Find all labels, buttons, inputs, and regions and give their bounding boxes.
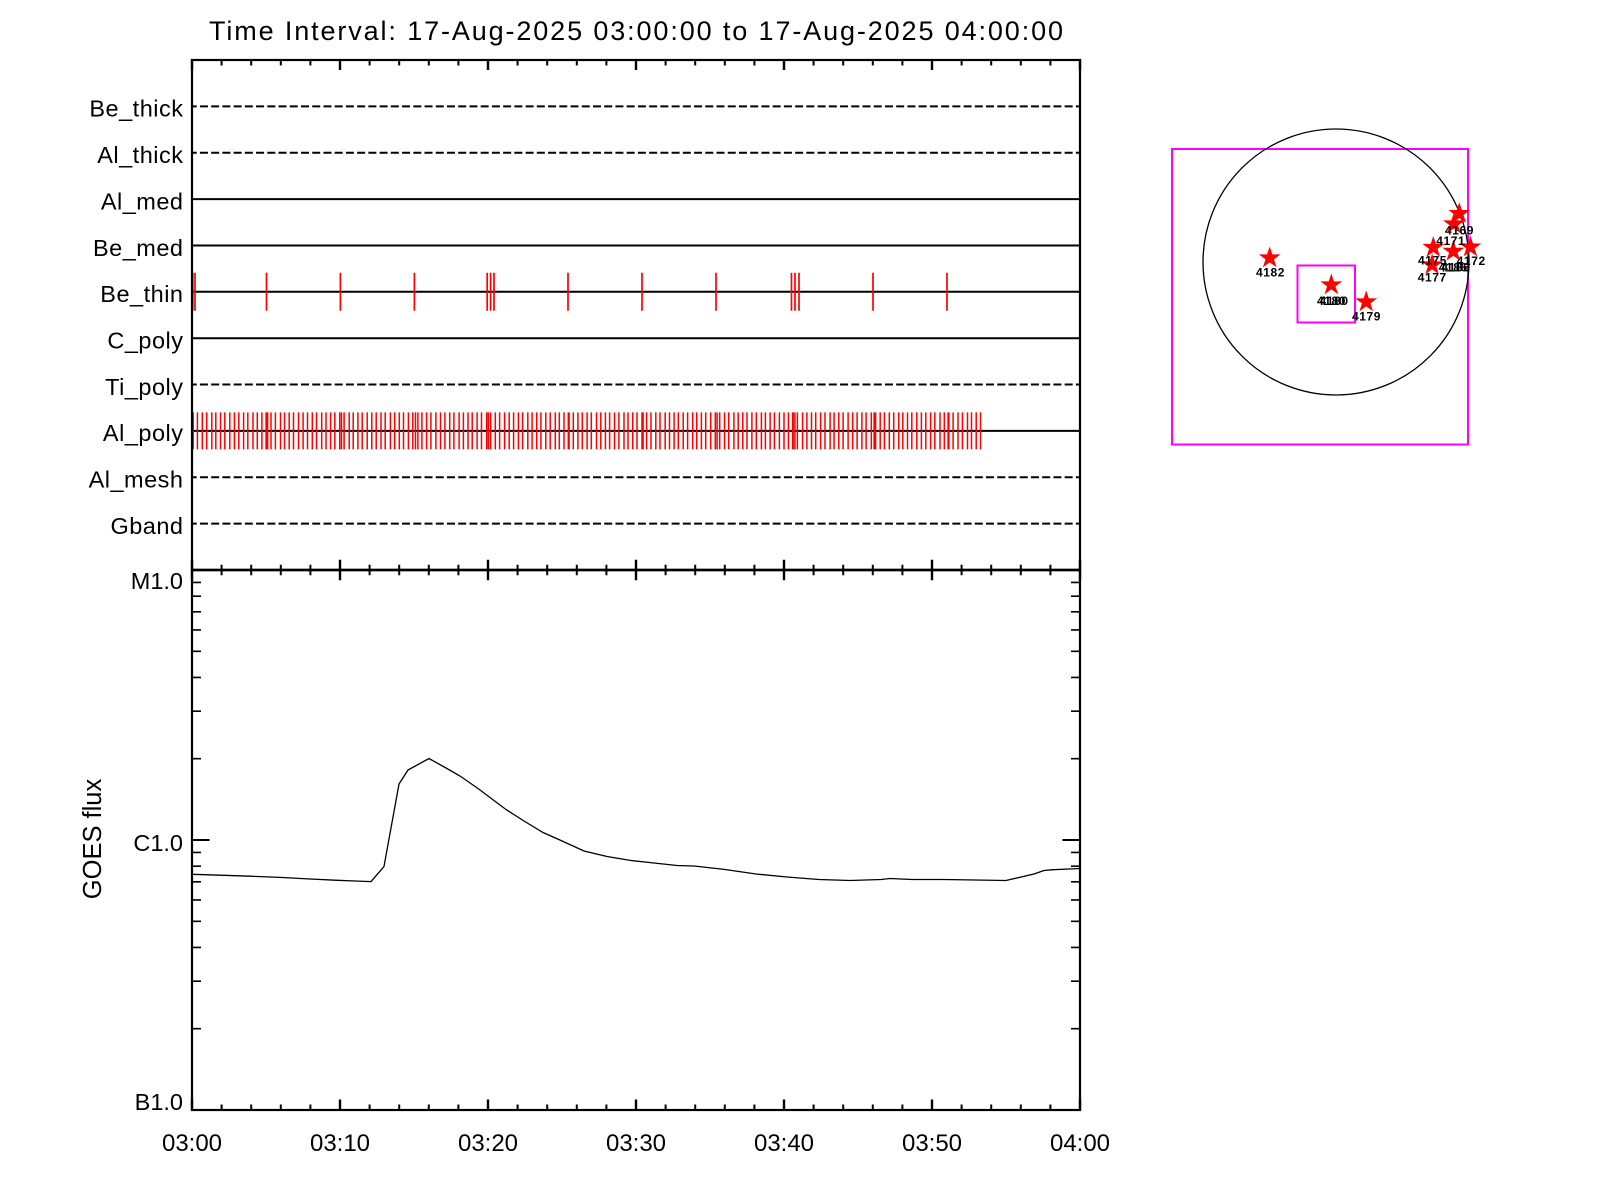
svg-text:Time Interval: 17-Aug-2025 03:: Time Interval: 17-Aug-2025 03:00:00 to 1… xyxy=(209,16,1063,46)
svg-text:4177: 4177 xyxy=(1418,271,1447,285)
svg-text:4171: 4171 xyxy=(1436,234,1465,248)
svg-text:4169: 4169 xyxy=(1445,223,1474,237)
svg-text:03:50: 03:50 xyxy=(902,1130,962,1157)
svg-text:Be_thick: Be_thick xyxy=(89,96,183,122)
svg-text:Al_med: Al_med xyxy=(101,188,184,214)
svg-text:4180: 4180 xyxy=(1317,294,1346,308)
svg-text:04:00: 04:00 xyxy=(1050,1130,1110,1157)
svg-text:Gband: Gband xyxy=(110,513,183,539)
svg-text:4172: 4172 xyxy=(1457,254,1486,268)
svg-text:03:00: 03:00 xyxy=(162,1130,222,1157)
svg-text:4175: 4175 xyxy=(1418,254,1447,268)
svg-text:4180: 4180 xyxy=(1320,294,1349,308)
svg-text:Ti_poly: Ti_poly xyxy=(105,374,183,400)
svg-text:C1.0: C1.0 xyxy=(133,830,183,856)
svg-text:4186: 4186 xyxy=(1441,260,1470,274)
svg-text:03:10: 03:10 xyxy=(310,1130,370,1157)
svg-text:Al_mesh: Al_mesh xyxy=(89,467,184,493)
svg-text:03:20: 03:20 xyxy=(458,1130,518,1157)
svg-text:03:40: 03:40 xyxy=(754,1130,814,1157)
svg-text:4182: 4182 xyxy=(1256,266,1285,280)
svg-text:4186: 4186 xyxy=(1439,260,1468,274)
svg-text:M1.0: M1.0 xyxy=(131,568,183,594)
svg-text:03:30: 03:30 xyxy=(606,1130,666,1157)
svg-text:C_poly: C_poly xyxy=(107,328,183,354)
svg-text:Al_thick: Al_thick xyxy=(97,142,183,168)
svg-text:Al_poly: Al_poly xyxy=(103,420,184,446)
svg-text:Be_med: Be_med xyxy=(93,235,184,261)
svg-text:Be_thin: Be_thin xyxy=(100,281,183,307)
svg-text:B1.0: B1.0 xyxy=(135,1089,183,1115)
svg-text:4179: 4179 xyxy=(1352,309,1381,323)
svg-text:GOES flux: GOES flux xyxy=(79,779,107,900)
